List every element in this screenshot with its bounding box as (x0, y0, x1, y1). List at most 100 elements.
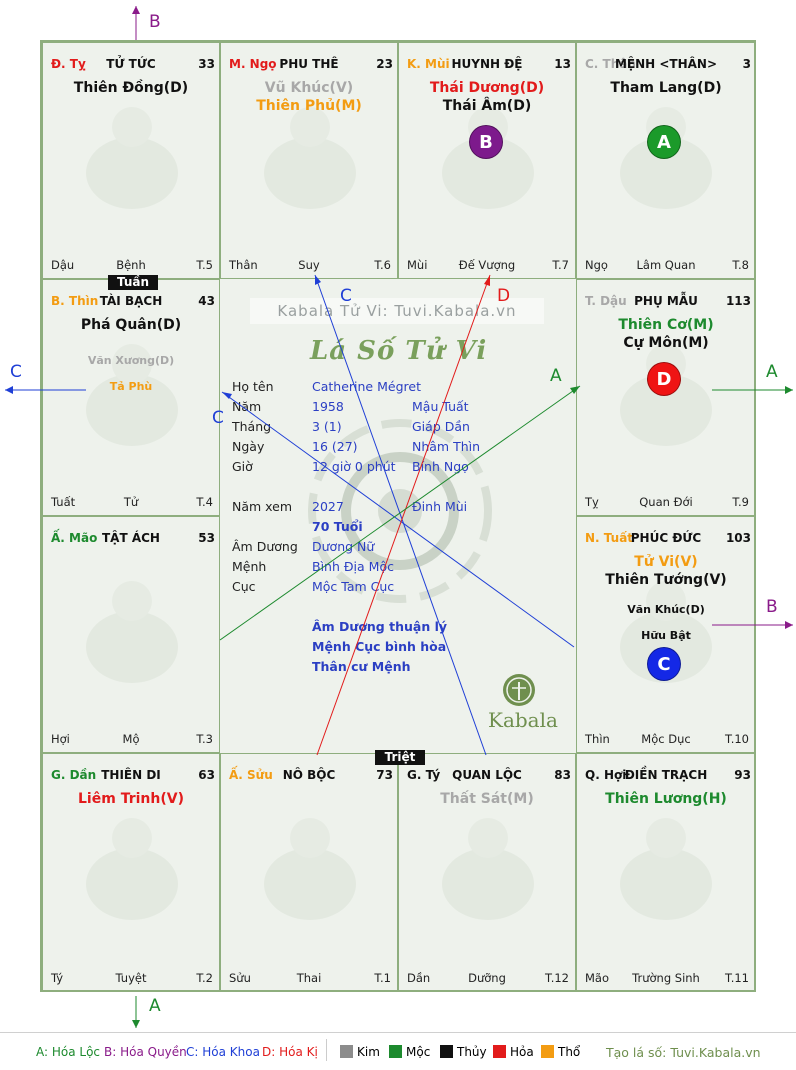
life-stage: Suy (298, 258, 320, 272)
legend-kim: Kim (340, 1045, 380, 1059)
minor-period: T.4 (196, 495, 213, 509)
heavenly-stem: Ấ. Sửu (229, 768, 273, 782)
legend-moc: Mộc (389, 1045, 430, 1059)
major-star: Thiên Cơ(M) (618, 317, 714, 333)
palace-dau[interactable]: T. Dậu PHỤ MẪU 113 Thiên Cơ(M) Cự Môn(M) Tỵ Qu… (576, 279, 756, 516)
major-period-age: 43 (198, 294, 215, 308)
palace-hoi[interactable]: Q. Hợi ĐIỀN TRẠCH 93 Thiên Lương(H) Mão Trườn… (576, 753, 756, 992)
heavenly-stem: B. Thìn (51, 294, 99, 308)
tuan-tag: Tuần (108, 275, 158, 290)
legend-bar: A: Hóa Lộc B: Hóa Quyền C: Hóa Khoa D: H… (0, 1032, 796, 1070)
life-stage: Mộc Dục (641, 732, 691, 746)
tree-logo-icon (503, 674, 535, 706)
earthly-branch: Mão (585, 971, 610, 985)
info-note: Mệnh Cục bình hòa (312, 639, 447, 654)
earthly-branch: Thân (229, 258, 258, 272)
star-list: Thiên Cơ(M) Cự Môn(M) (577, 316, 755, 352)
tiger-icon (86, 818, 178, 920)
info-label: Giờ (232, 459, 253, 474)
info-can-chi: Nhâm Thìn (412, 439, 481, 454)
palace-name: PHỤ MẪU (634, 294, 698, 308)
info-value: 16 (27) (312, 439, 358, 454)
info-label: Mệnh (232, 559, 267, 574)
legend-hoa-khoa: C: Hóa Khoa (186, 1045, 260, 1059)
horse-icon (264, 107, 356, 209)
major-star: Liêm Trinh(V) (78, 791, 184, 807)
info-value: 3 (1) (312, 419, 342, 434)
palace-name: HUYNH ĐỆ (451, 57, 523, 71)
minor-period: T.8 (732, 258, 749, 272)
legend-tho: Thổ (541, 1045, 580, 1059)
life-stage: Thai (296, 971, 322, 985)
major-star: Thiên Phủ(M) (256, 98, 362, 114)
palace-name: QUAN LỘC (452, 768, 522, 782)
rabbit-icon (86, 581, 178, 683)
palace-thin[interactable]: B. Thìn TÀI BẠCH 43 Phá Quân(D) Văn Xương(D)… (42, 279, 220, 516)
earthly-branch: Hợi (51, 732, 70, 746)
minor-period: T.5 (196, 258, 213, 272)
life-stage: Tử (123, 495, 139, 509)
major-star: Thiên Lương(H) (605, 791, 727, 807)
info-label: Họ tên (232, 379, 274, 394)
pig-icon (620, 818, 712, 920)
transformation-badge-b: B (469, 125, 503, 159)
major-period-age: 103 (725, 531, 751, 545)
palace-ty2[interactable]: G. Tý QUAN LỘC 83 Thất Sát(M) Dần Dưỡng T.12 (398, 753, 576, 992)
palace-than[interactable]: C. Thân MỆNH <THÂN> 3 Tham Lang(D) Ngọ Lâm Qu… (576, 42, 756, 279)
major-period-age: 83 (554, 768, 571, 782)
minor-star: Văn Khúc(D) (627, 603, 705, 616)
minor-period: T.6 (374, 258, 391, 272)
heavenly-stem: N. Tuất (585, 531, 634, 545)
palace-tuat[interactable]: N. Tuất PHÚC ĐỨC 103 Tử Vi(V) Thiên Tướng(V)… (576, 516, 756, 753)
palace-suu[interactable]: Ấ. Sửu NÔ BỘC 73 Sửu Thai T.1 (220, 753, 398, 992)
legend-thuy: Thủy (440, 1045, 487, 1059)
info-value: 2027 (312, 499, 344, 514)
kabala-brand-text: Kabala (488, 708, 558, 732)
major-period-age: 13 (554, 57, 571, 71)
chart-title: Lá Số Tử Vi (310, 336, 488, 366)
star-list: Vũ Khúc(V) Thiên Phủ(M) (221, 79, 397, 115)
minor-star: Tả Phù (109, 380, 153, 393)
arrow-label-c-left: C (10, 362, 22, 382)
major-star: Thất Sát(M) (440, 791, 534, 807)
life-stage: Trường Sinh (632, 971, 700, 985)
info-value: Mộc Tam Cục (312, 579, 395, 594)
palace-dan[interactable]: G. Dần THIÊN DI 63 Liêm Trinh(V) Tý Tuyệt T.2 (42, 753, 220, 992)
major-star: Thái Âm(D) (442, 98, 532, 114)
palace-name: NÔ BỘC (282, 768, 336, 782)
major-star: Thiên Tướng(V) (605, 572, 727, 588)
major-star: Cự Môn(M) (623, 335, 709, 351)
legend-tho-label: Thổ (558, 1045, 581, 1059)
palace-mui[interactable]: K. Mùi HUYNH ĐỆ 13 Thái Dương(D) Thái Âm(D) M… (398, 42, 576, 279)
major-star: Tử Vi(V) (634, 554, 698, 570)
major-star: Thái Dương(D) (429, 80, 545, 96)
palace-ngo[interactable]: M. Ngọ PHU THÊ 23 Vũ Khúc(V) Thiên Phủ(M) Thâ… (220, 42, 398, 279)
major-period-age: 23 (376, 57, 393, 71)
site-link[interactable]: Tạo lá số: Tuvi.Kabala.vn (606, 1045, 761, 1060)
palace-mao[interactable]: Ấ. Mão TẬT ÁCH 53 Hợi Mộ T.3 (42, 516, 220, 753)
info-label: Ngày (232, 439, 265, 454)
minor-star: Văn Xương(D) (87, 354, 175, 367)
legend-divider (326, 1039, 327, 1061)
info-note: Thân cư Mệnh (312, 659, 411, 674)
legend-hoa-quyen: B: Hóa Quyền (104, 1045, 187, 1059)
major-period-age: 113 (725, 294, 751, 308)
major-period-age: 3 (742, 57, 751, 71)
palace-ty[interactable]: Đ. Tỵ TỬ TỨC 33 Thiên Đồng(D) Dậu Bệnh T.5 (42, 42, 220, 279)
info-can-chi: Giáp Dần (412, 419, 470, 434)
heavenly-stem: Đ. Tỵ (51, 57, 86, 71)
arrow-label-b-right: B (766, 597, 778, 617)
arrow-label-c-mid2: C (212, 408, 224, 428)
major-star: Vũ Khúc(V) (264, 80, 354, 96)
major-period-age: 33 (198, 57, 215, 71)
info-value: Dương Nữ (312, 539, 375, 554)
palace-name: PHÚC ĐỨC (630, 531, 702, 545)
info-label: Năm xem (232, 499, 293, 514)
star-list: Thất Sát(M) (399, 790, 575, 808)
transformation-badge-d: D (647, 362, 681, 396)
triet-tag: Triệt (375, 750, 425, 765)
life-stage: Dưỡng (468, 971, 506, 985)
minor-period: T.11 (725, 971, 749, 985)
earthly-branch: Dần (407, 971, 431, 985)
